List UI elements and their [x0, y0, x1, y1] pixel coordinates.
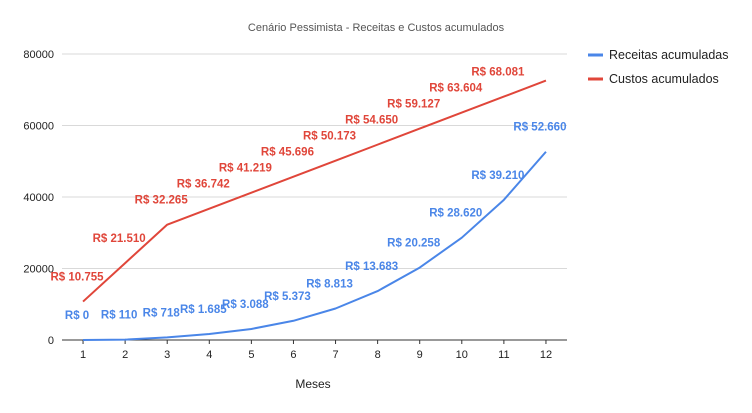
x-tick-label: 4: [206, 349, 212, 361]
data-label: R$ 13.683: [345, 261, 398, 273]
y-tick-label: 60000: [23, 121, 54, 133]
x-tick-label: 11: [498, 349, 509, 361]
legend: Receitas acumuladas Custos acumulados: [588, 48, 729, 86]
x-tick-label: 12: [540, 349, 552, 361]
data-label: R$ 41.219: [219, 163, 272, 175]
series-line: [82, 79, 547, 303]
x-tick-label: 8: [375, 349, 381, 361]
data-label: R$ 20.258: [387, 238, 441, 250]
y-axis-ticks: 0 20000 40000 60000 80000: [23, 49, 54, 347]
data-label: R$ 59.127: [387, 99, 440, 111]
data-label: R$ 1.685: [180, 304, 227, 316]
data-label: R$ 21.510: [93, 233, 146, 245]
x-axis-ticks: 1 2 3 4 5 6 7 8 9 10 11 12: [80, 340, 552, 361]
legend-label: Receitas acumuladas: [609, 48, 729, 62]
data-label: R$ 45.696: [261, 147, 314, 159]
data-label: R$ 0: [65, 310, 89, 322]
data-label: R$ 32.265: [135, 195, 189, 207]
legend-label: Custos acumulados: [609, 72, 719, 86]
y-tick-label: 0: [48, 335, 54, 347]
data-label: R$ 52.660: [513, 122, 566, 134]
data-label: R$ 36.742: [177, 179, 230, 191]
chart-title: Cenário Pessimista - Receitas e Custos a…: [248, 22, 505, 34]
data-label: R$ 5.373: [264, 291, 311, 303]
data-label: R$ 39.210: [471, 170, 524, 182]
y-tick-label: 80000: [23, 49, 54, 61]
data-label: R$ 28.620: [429, 208, 482, 220]
data-label: R$ 718: [143, 307, 181, 319]
gridlines: [62, 53, 567, 341]
x-tick-label: 7: [332, 349, 338, 361]
x-tick-label: 10: [456, 349, 468, 361]
x-tick-label: 1: [80, 349, 86, 361]
y-tick-label: 40000: [23, 192, 54, 204]
data-label: R$ 3.088: [222, 299, 269, 311]
data-label: R$ 110: [101, 310, 137, 322]
series-line: [83, 151, 547, 341]
data-label: R$ 68.081: [471, 67, 525, 79]
x-tick-label: 3: [164, 349, 170, 361]
data-label: R$ 8.813: [306, 278, 353, 290]
data-label: R$ 63.604: [429, 83, 483, 95]
y-tick-label: 20000: [23, 264, 54, 276]
x-axis-title: Meses: [295, 377, 330, 391]
x-tick-label: 5: [248, 349, 254, 361]
data-label: R$ 50.173: [303, 131, 356, 143]
data-label: R$ 54.650: [345, 115, 398, 127]
series-lines: [82, 79, 547, 341]
x-tick-label: 9: [417, 349, 423, 361]
x-tick-label: 6: [290, 349, 296, 361]
x-tick-label: 2: [122, 349, 128, 361]
data-label: R$ 10.755: [51, 272, 105, 284]
